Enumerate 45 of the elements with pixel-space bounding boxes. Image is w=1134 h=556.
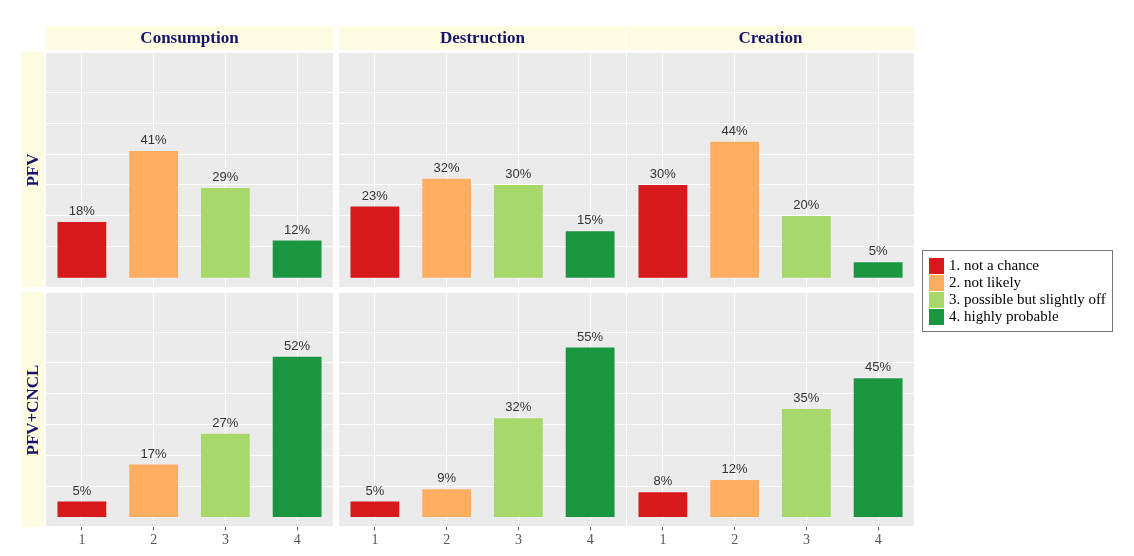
data-label: 5% bbox=[365, 482, 385, 498]
data-label: 35% bbox=[793, 390, 820, 406]
data-label: 8% bbox=[653, 473, 673, 489]
y-axis-title: PFV+CNCL bbox=[23, 364, 43, 455]
data-label: 44% bbox=[721, 122, 749, 138]
x-tick-label: 4 bbox=[293, 532, 301, 548]
data-label: 55% bbox=[577, 328, 604, 344]
data-label: 30% bbox=[505, 166, 532, 182]
data-label: 18% bbox=[68, 203, 96, 219]
data-label: 17% bbox=[140, 445, 168, 461]
data-label: 45% bbox=[865, 359, 892, 375]
legend-label: 3. possible but slightly off bbox=[949, 291, 1106, 308]
x-tick-label: 4 bbox=[874, 532, 882, 548]
x-tick-label: 2 bbox=[443, 532, 451, 548]
legend-label: 2. not likely bbox=[949, 274, 1022, 291]
data-label: 32% bbox=[505, 399, 532, 415]
x-tick-label: 3 bbox=[514, 532, 522, 548]
x-tick-label: 1 bbox=[78, 532, 86, 548]
data-label: 12% bbox=[284, 221, 311, 237]
x-tick-label: 2 bbox=[150, 532, 158, 548]
chart-title: Destruction bbox=[339, 26, 626, 50]
chart-title: Consumption bbox=[46, 26, 333, 50]
data-label: 30% bbox=[649, 166, 677, 182]
x-tick-label: 3 bbox=[802, 532, 810, 548]
data-label: 12% bbox=[721, 461, 749, 477]
data-label: 32% bbox=[433, 159, 461, 175]
x-tick-label: 4 bbox=[586, 532, 594, 548]
data-label: 15% bbox=[577, 212, 604, 228]
data-label: 5% bbox=[868, 243, 888, 259]
x-tick-label: 1 bbox=[371, 532, 379, 548]
x-tick-label: 2 bbox=[731, 532, 739, 548]
data-label: 23% bbox=[361, 187, 389, 203]
data-label: 29% bbox=[212, 169, 239, 185]
y-axis-title: PFV bbox=[23, 152, 43, 187]
data-label: 9% bbox=[437, 470, 457, 486]
x-tick-label: 3 bbox=[221, 532, 229, 548]
data-label: 52% bbox=[284, 337, 311, 353]
data-label: 41% bbox=[140, 132, 168, 148]
data-label: 27% bbox=[212, 414, 239, 430]
data-label: 5% bbox=[72, 482, 92, 498]
legend-label: 1. not a chance bbox=[949, 257, 1039, 274]
legend-label: 4. highly probable bbox=[949, 308, 1059, 325]
chart-title: Creation bbox=[627, 26, 914, 50]
data-label: 20% bbox=[793, 196, 820, 212]
x-tick-label: 1 bbox=[659, 532, 667, 548]
